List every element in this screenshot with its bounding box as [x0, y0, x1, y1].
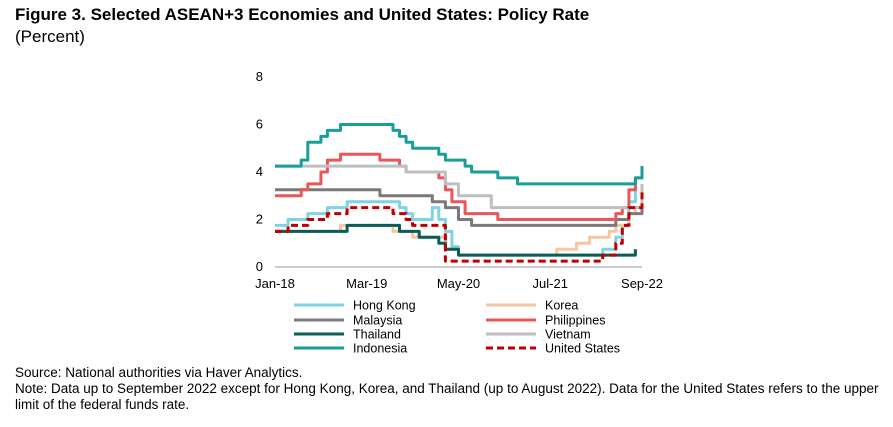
y-tick-label: 2 — [256, 212, 263, 227]
legend-label: Thailand — [353, 328, 401, 342]
chart-lines — [275, 123, 644, 263]
series-line-thailand — [275, 223, 637, 257]
y-tick-label: 4 — [256, 164, 263, 179]
series-line-indonesia — [275, 123, 644, 186]
legend-label: United States — [545, 342, 620, 356]
source-text: Source: National authorities via Haver A… — [15, 365, 303, 380]
legend-item: Hong Kong — [294, 299, 416, 313]
chart-title: Figure 3. Selected ASEAN+3 Economies and… — [15, 5, 590, 24]
legend-label: Korea — [545, 299, 578, 313]
y-tick-label: 0 — [256, 259, 263, 274]
series-line-hong-kong — [275, 183, 637, 257]
note-text: Note: Data up to September 2022 except f… — [15, 381, 879, 412]
chart-axes: 0 2 4 6 8 Jan-18 Mar-19 May-20 Jul-21 Sep-22 — [255, 69, 663, 291]
legend-label: Hong Kong — [353, 299, 416, 313]
series-line-united-states — [275, 189, 644, 263]
legend-label: Philippines — [545, 314, 605, 328]
policy-rate-chart: 0 2 4 6 8 Jan-18 Mar-19 May-20 Jul-21 Sep-22 Hong… — [255, 69, 663, 356]
legend-label: Malaysia — [353, 314, 402, 328]
legend-item: Thailand — [294, 328, 401, 342]
x-tick-label: Jul-21 — [533, 276, 568, 291]
legend-item: Indonesia — [294, 342, 407, 356]
x-tick-label: Jan-18 — [255, 276, 295, 291]
legend-item: Malaysia — [294, 314, 402, 328]
y-tick-label: 8 — [256, 69, 263, 84]
x-tick-label: May-20 — [437, 276, 480, 291]
x-tick-label: Sep-22 — [621, 276, 663, 291]
legend-label: Indonesia — [353, 342, 407, 356]
series-line-vietnam — [275, 164, 644, 210]
y-tick-label: 6 — [256, 117, 263, 132]
legend-item: United States — [486, 342, 620, 356]
legend-item: Vietnam — [486, 328, 591, 342]
legend-label: Vietnam — [545, 328, 591, 342]
chart-subtitle: (Percent) — [15, 27, 85, 46]
legend-item: Korea — [486, 299, 578, 313]
chart-notes: Source: National authorities via Haver A… — [15, 365, 885, 413]
legend-item: Philippines — [486, 314, 605, 328]
x-tick-label: Mar-19 — [346, 276, 387, 291]
